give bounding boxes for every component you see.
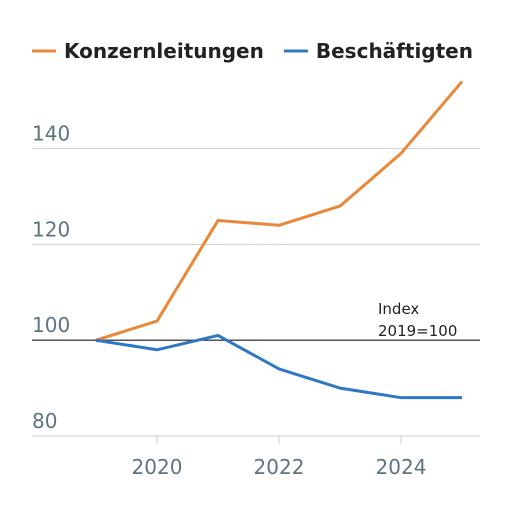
annotation: Index [378, 300, 419, 318]
series-line [95, 80, 464, 342]
x-tick-label: 2024 [376, 455, 427, 479]
legend-label: Beschäftigten [316, 39, 473, 63]
y-tick-label: 80 [32, 409, 57, 433]
y-tick-label: 120 [32, 217, 70, 241]
series-line [95, 333, 462, 400]
y-tick-label: 100 [32, 313, 70, 337]
y-tick-label: 140 [32, 122, 70, 146]
x-tick-label: 2022 [254, 455, 305, 479]
x-tick-label: 2020 [132, 455, 183, 479]
legend-label: Konzernleitungen [64, 39, 264, 63]
annotation: 2019=100 [378, 322, 457, 340]
